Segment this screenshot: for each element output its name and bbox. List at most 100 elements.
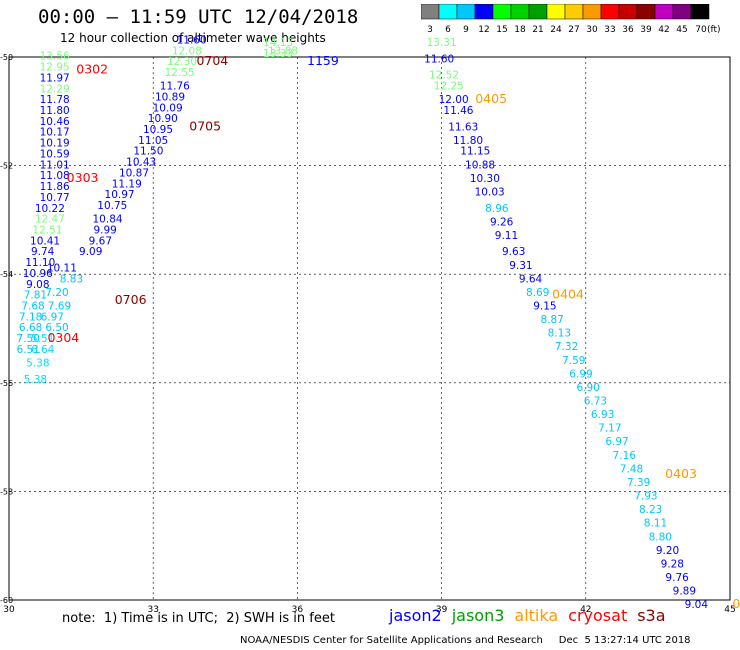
wave-height-value: 8.96 bbox=[485, 203, 509, 215]
wave-height-value: 10.09 bbox=[153, 102, 183, 114]
wave-height-value: 13.88 bbox=[268, 45, 298, 57]
wave-height-value: 6.97 bbox=[41, 311, 64, 323]
pass-time-label: 0404 bbox=[552, 287, 584, 302]
wave-height-value: 7.50 bbox=[17, 333, 40, 345]
colorbar-label: 12 bbox=[478, 25, 489, 35]
wave-height-value: 11.80 bbox=[40, 105, 70, 117]
wave-height-value: 6.90 bbox=[577, 382, 600, 394]
wave-height-value: 9.89 bbox=[673, 586, 696, 598]
wave-height-value: 11.15 bbox=[460, 146, 490, 158]
wave-height-value: 6.97 bbox=[605, 436, 628, 448]
y-tick-label: -52 bbox=[0, 162, 13, 171]
wave-height-value: 6.51 bbox=[17, 344, 40, 356]
y-tick-label: -50 bbox=[0, 53, 13, 62]
wave-height-value: 7.48 bbox=[620, 463, 643, 475]
wave-height-value: 7.68 bbox=[21, 300, 44, 312]
colorbar-label: 33 bbox=[604, 25, 615, 35]
wave-height-value: 10.95 bbox=[143, 124, 173, 136]
wave-height-value: 6.93 bbox=[591, 409, 614, 421]
legend-item-cryosat: cryosat bbox=[568, 606, 628, 625]
wave-height-value: 9.64 bbox=[519, 273, 543, 285]
wave-height-value: 10.11 bbox=[47, 262, 77, 274]
wave-height-value: 10.03 bbox=[475, 186, 505, 198]
wave-height-value: 9.74 bbox=[31, 246, 55, 258]
wave-height-value: 10.96 bbox=[23, 268, 53, 280]
x-tick-label: 45 bbox=[724, 605, 735, 615]
wave-height-value: 9.76 bbox=[665, 572, 689, 584]
pass-time-label: 0403 bbox=[665, 466, 697, 481]
colorbar-swatch bbox=[690, 4, 710, 20]
wave-height-value: 11.97 bbox=[40, 72, 70, 84]
x-tick-label: 33 bbox=[147, 605, 158, 615]
colorbar-label: 6 bbox=[445, 25, 451, 35]
map-subtitle: 12 hour collection of altimeter wave hei… bbox=[60, 31, 326, 45]
wave-height-value: 10.75 bbox=[97, 200, 127, 212]
wave-height-value: 7.69 bbox=[48, 300, 71, 312]
colorbar-label: 27 bbox=[568, 25, 579, 35]
wave-height-value: 12.00 bbox=[439, 94, 469, 106]
wave-height-value: 10.90 bbox=[148, 113, 178, 125]
wave-height-value: 11.80 bbox=[453, 135, 483, 147]
wave-height-value: 12.08 bbox=[172, 45, 202, 57]
wave-height-value: 14.13 bbox=[263, 37, 293, 49]
wave-height-value: 7.20 bbox=[45, 287, 68, 299]
wave-height-value: 10.17 bbox=[40, 127, 70, 139]
colorbar-label: 9 bbox=[463, 25, 469, 35]
legend-item-altika: altika bbox=[514, 606, 559, 625]
wave-height-value: 8.23 bbox=[639, 504, 662, 516]
x-tick-label: 30 bbox=[3, 605, 15, 615]
wave-height-value: 6.73 bbox=[584, 396, 607, 408]
wave-height-value: 10.46 bbox=[40, 116, 70, 128]
legend-item-jason2: jason2 bbox=[389, 606, 442, 625]
plot-frame bbox=[8, 56, 731, 601]
wave-height-colorbar: 3 6 9 12 15 18 21 24 27 30 33 36 39 42 45 70 (ft) bbox=[421, 4, 721, 35]
pass-time-label: 1159 bbox=[307, 53, 339, 68]
pass-time-label: 0303 bbox=[67, 170, 99, 185]
wave-height-value: 10.59 bbox=[40, 148, 70, 160]
wave-height-value: 11.78 bbox=[40, 94, 70, 106]
credit-footer: NOAA/NESDIS Center for Satellite Applica… bbox=[240, 635, 691, 646]
colorbar-label: 39 bbox=[640, 25, 652, 35]
colorbar-label: 18 bbox=[514, 25, 526, 35]
colorbar-unit: (ft) bbox=[707, 25, 721, 35]
colorbar-label: 30 bbox=[586, 25, 598, 35]
wave-height-value: 5.51 bbox=[31, 333, 54, 345]
y-tick-label: -58 bbox=[0, 487, 13, 496]
wave-height-value: 12.51 bbox=[32, 224, 62, 236]
wave-height-value: 8.80 bbox=[649, 531, 672, 543]
wave-height-value: 12.29 bbox=[40, 83, 70, 95]
wave-height-value: 7.16 bbox=[613, 450, 637, 462]
wave-height-value: 10.77 bbox=[40, 192, 70, 204]
wave-height-value: 9.15 bbox=[533, 300, 556, 312]
colorbar-label: 45 bbox=[676, 25, 687, 35]
wave-height-value: 12.95 bbox=[40, 62, 70, 74]
wave-height-value: 12.55 bbox=[165, 67, 195, 79]
wave-height-value: 8.87 bbox=[540, 314, 563, 326]
wave-height-value: 11.08 bbox=[40, 170, 70, 182]
wave-height-value: 9.04 bbox=[685, 599, 709, 611]
wave-height-value: 10.89 bbox=[155, 91, 185, 103]
pass-time-label: 0405 bbox=[475, 91, 507, 106]
colorbar-label: 36 bbox=[622, 25, 634, 35]
map-title: 00:00 – 11:59 UTC 12/04/2018 bbox=[38, 6, 359, 28]
x-tick-label: 36 bbox=[292, 605, 304, 615]
pass-time-label: 0706 bbox=[115, 292, 147, 307]
wave-height-value: 7.93 bbox=[634, 491, 657, 503]
wave-height-value: 8.69 bbox=[526, 287, 549, 299]
pass-time-label: 0704 bbox=[196, 53, 228, 68]
wave-height-value: 11.19 bbox=[112, 178, 142, 190]
wave-height-value: 10.88 bbox=[465, 159, 495, 171]
colorbar-label: 24 bbox=[550, 25, 562, 35]
satellite-legend: jason2 jason3 altika cryosat s3a bbox=[389, 606, 676, 625]
footnote: note: 1) Time is in UTC; 2) SWH is in fe… bbox=[62, 611, 335, 626]
wave-height-value: 13.33 bbox=[263, 48, 293, 60]
wave-height-value: 6.50 bbox=[45, 322, 68, 334]
pass-time-label: 0705 bbox=[189, 118, 221, 133]
wave-height-value: 10.43 bbox=[126, 157, 156, 169]
colorbar-label: 15 bbox=[496, 25, 507, 35]
wave-height-value: 9.08 bbox=[26, 279, 49, 291]
wave-height-value: 9.99 bbox=[93, 224, 116, 236]
wave-height-value: 7.81 bbox=[24, 290, 47, 302]
colorbar-label: 21 bbox=[532, 25, 543, 35]
wave-height-value: 6.68 bbox=[19, 322, 42, 334]
